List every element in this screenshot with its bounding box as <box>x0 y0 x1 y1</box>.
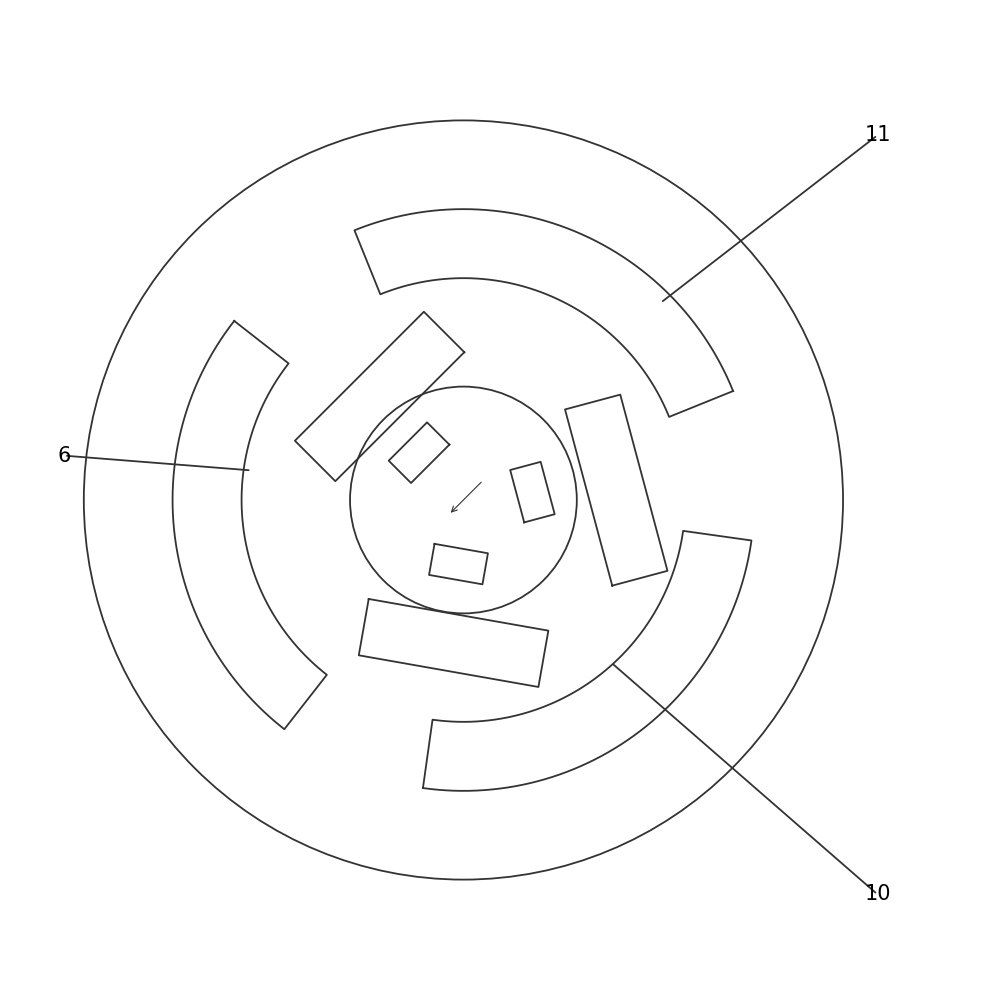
Text: 6: 6 <box>57 446 71 466</box>
Text: 11: 11 <box>865 125 890 145</box>
Text: 10: 10 <box>865 884 890 904</box>
